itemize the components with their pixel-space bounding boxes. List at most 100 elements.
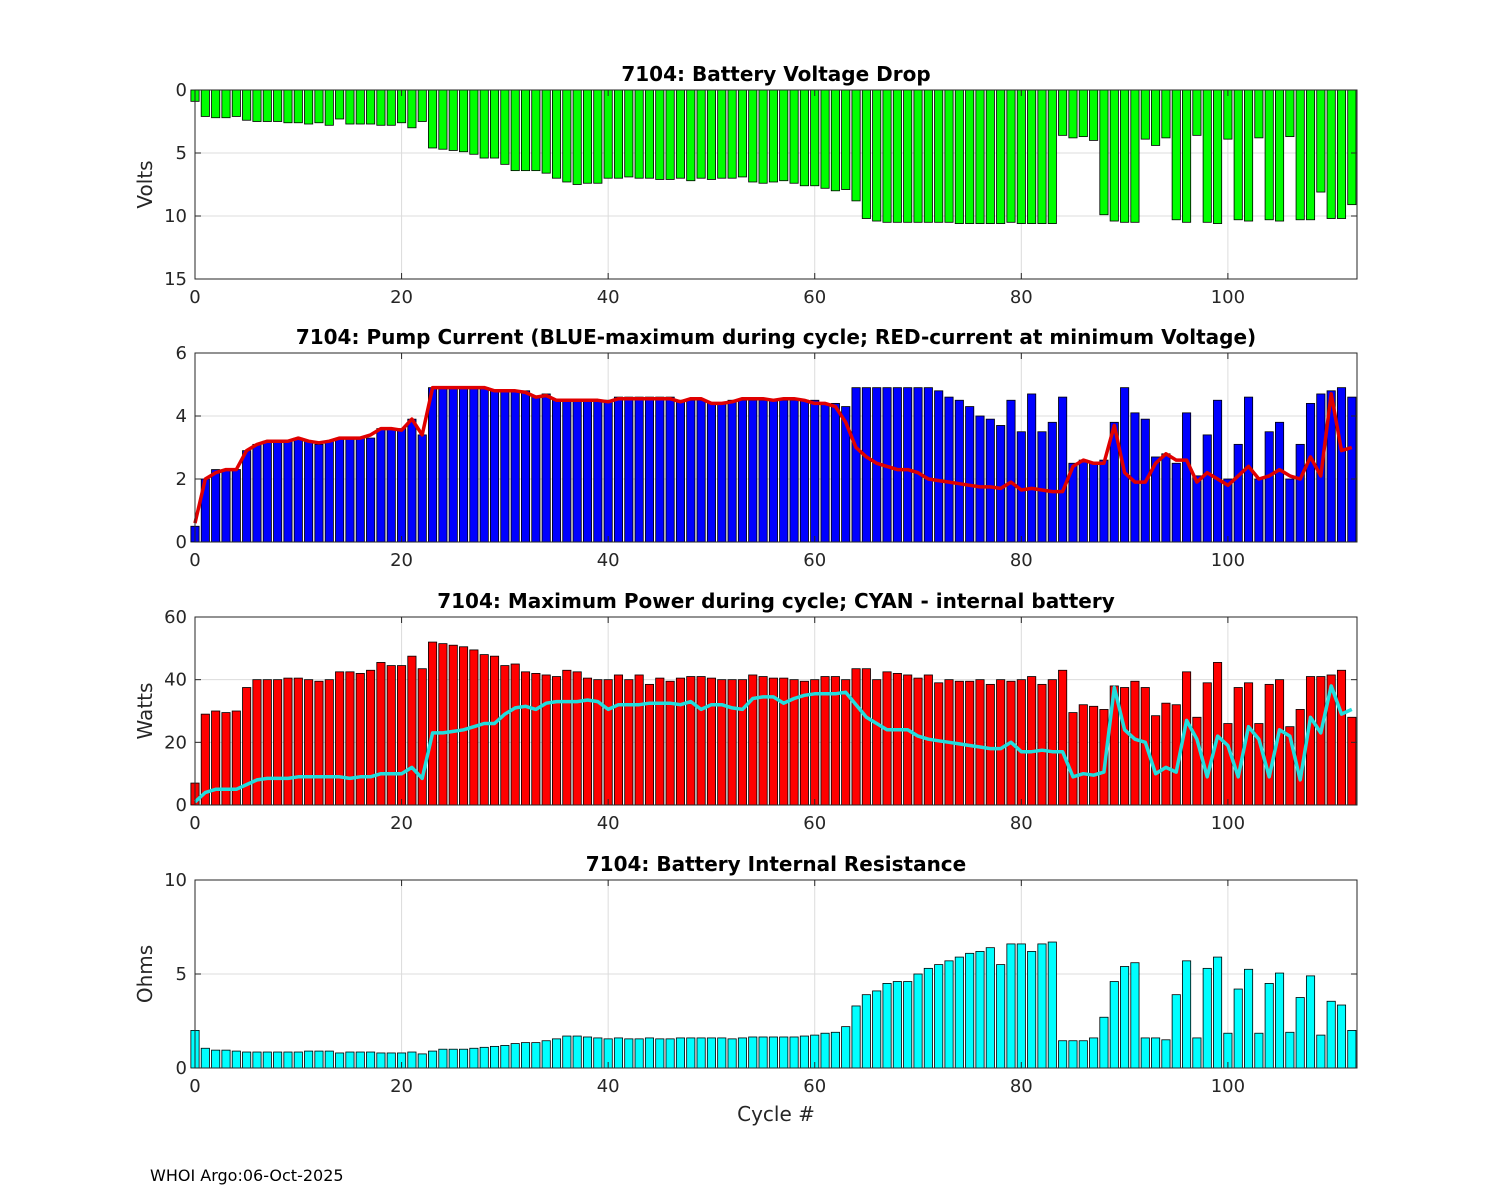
bar [1285,478,1295,543]
bar [293,437,303,543]
x-tick-label: 60 [803,813,826,834]
bar [376,1052,386,1069]
bar [582,1036,593,1069]
bar [1078,704,1088,806]
bar [717,679,727,806]
bar [644,396,655,543]
bar [965,89,975,224]
bar [1285,89,1295,138]
bar [407,655,417,806]
bar [252,679,262,806]
bar [624,1038,634,1069]
bar [954,399,964,543]
y-tick-label: 60 [164,607,187,628]
bar [1016,943,1026,1069]
x-tick-label: 60 [803,550,826,571]
bar [273,679,283,806]
bar [1264,431,1274,543]
bar [975,415,985,543]
bar [366,89,376,125]
bar [1233,443,1243,543]
bar [686,1037,696,1069]
bar [1233,687,1243,806]
bar [355,673,365,806]
bar [314,1050,324,1069]
bar [686,399,696,543]
bar [459,1048,469,1069]
bar [335,671,345,806]
bar [1047,679,1057,806]
bar [304,440,314,543]
bar [1336,387,1347,543]
bar [1027,676,1037,806]
bar [965,406,975,543]
bar [799,1035,809,1069]
bar [386,89,396,126]
bar [1130,962,1140,1069]
bar [572,1035,582,1069]
bar [593,1037,603,1069]
bar [572,399,582,543]
bar [737,89,747,178]
bar [913,387,923,543]
bar [727,399,737,543]
bar [779,1036,789,1069]
bar [830,89,840,192]
bar [397,665,407,806]
bar [355,89,365,125]
bar [531,1042,541,1069]
bar [1192,89,1202,136]
axes-box [194,352,1358,543]
bar [242,89,252,121]
bar [1254,89,1264,139]
bar [861,387,871,543]
bar [252,89,262,122]
bar [1213,662,1223,806]
bar [1264,89,1274,221]
bar [1006,943,1016,1069]
bar [376,662,386,806]
bar [830,1031,840,1069]
bar [1182,960,1192,1069]
bar [593,399,603,543]
bar [923,967,933,1069]
bar [1120,966,1130,1069]
bar [345,437,355,543]
bar [985,683,995,806]
bar [1244,968,1254,1069]
bar [613,396,624,543]
bar [231,469,241,543]
x-tick-label: 20 [390,287,413,308]
bar [221,469,231,543]
bar [1037,89,1047,224]
y-axis-label: Watts [133,683,157,740]
bar [490,1045,500,1069]
y-tick-label: 5 [176,964,187,985]
bar [706,89,716,180]
bar [1058,669,1068,806]
bar [324,440,334,543]
bar [810,89,820,187]
x-tick-label: 40 [597,287,620,308]
bar [562,669,572,806]
bar [273,89,283,122]
bar [407,89,417,129]
bar [768,399,778,543]
bar [882,671,892,806]
bar [1068,89,1078,139]
bar [975,679,985,806]
bar [1192,475,1202,543]
bar [892,981,902,1069]
bar [903,387,913,543]
bar [1058,89,1068,136]
bar [696,1037,706,1069]
bar [283,440,293,543]
bar [1275,421,1285,543]
bar [1027,89,1037,224]
panel-voltage-drop: 0 20 40 60 80 100 0 5 10 15 7104: Battery Voltage … [133,62,1358,308]
chart-title: 7104: Pump Current (BLUE-maximum during … [296,325,1256,349]
bar [841,89,851,190]
bar [428,1050,438,1069]
bar [1213,956,1223,1069]
series-line [193,385,1353,524]
